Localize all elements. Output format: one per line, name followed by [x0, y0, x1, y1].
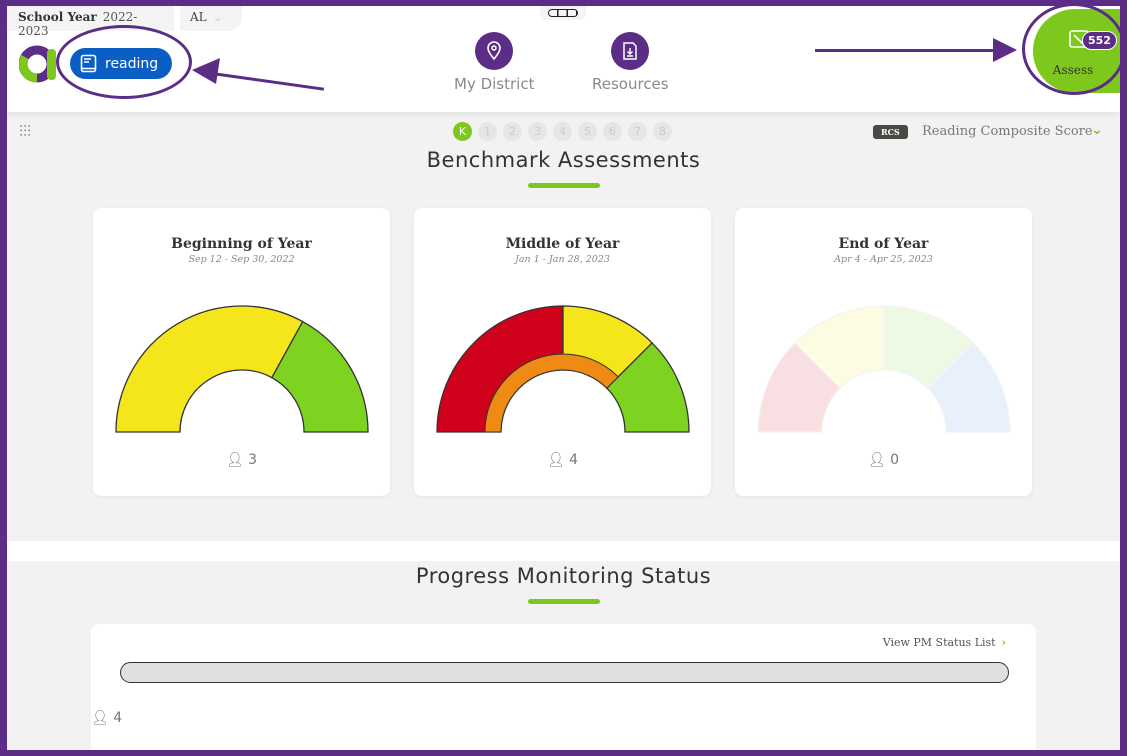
chevron-down-icon[interactable]: ⌄	[1091, 122, 1103, 138]
card-dates: Jan 1 - Jan 28, 2023	[515, 254, 610, 265]
benchmark-title: Benchmark Assessments	[426, 148, 701, 172]
school-year-value: 2022-2023	[18, 10, 138, 38]
score-selector[interactable]: Reading Composite Score	[922, 124, 1093, 139]
drag-handle[interactable]	[540, 6, 586, 20]
logo	[19, 45, 56, 83]
gauge-chart	[436, 305, 690, 433]
download-file-icon	[623, 42, 638, 60]
benchmark-card[interactable]: Beginning of Year Sep 12 - Sep 30, 2022 👤︎…	[93, 208, 390, 496]
grip-icon	[548, 9, 578, 17]
school-year-label: School Year	[18, 10, 97, 24]
student-count: 👤︎ 0	[735, 452, 1032, 468]
title-underline	[528, 183, 600, 188]
gauge-segment	[793, 305, 885, 390]
grade-1[interactable]: 1	[478, 122, 497, 141]
state-value: AL	[190, 10, 207, 24]
benchmark-card[interactable]: End of Year Apr 4 - Apr 25, 2023 👤︎ 0	[735, 208, 1032, 496]
grade-5[interactable]: 5	[578, 122, 597, 141]
nav-label: Resources	[592, 75, 669, 93]
gauge-chart	[115, 305, 369, 433]
grade-2[interactable]: 2	[503, 122, 522, 141]
count-value: 4	[569, 452, 579, 468]
grade-8[interactable]: 8	[653, 122, 672, 141]
card-title: End of Year	[838, 236, 929, 252]
map-pin-icon	[487, 41, 502, 61]
arrowhead-icon	[192, 58, 220, 84]
nav-resources[interactable]: Resources	[592, 32, 669, 93]
highlight-circle	[1022, 3, 1126, 95]
count-value: 0	[890, 452, 900, 468]
app-frame: School Year 2022-2023 AL ⌄ reading My Dist…	[7, 6, 1120, 750]
arrowhead-icon	[993, 38, 1017, 62]
grade-4[interactable]: 4	[553, 122, 572, 141]
card-dates: Sep 12 - Sep 30, 2022	[188, 254, 295, 265]
chevron-down-icon: ⌄	[212, 10, 223, 24]
filter-sliders-icon[interactable]: ⫶⫶⫶	[19, 122, 32, 141]
card-dates: Apr 4 - Apr 25, 2023	[834, 254, 933, 265]
progress-card: View PM Status List › 👤︎ 4	[91, 624, 1036, 750]
grade-3[interactable]: 3	[528, 122, 547, 141]
score-badge: RCS	[873, 125, 908, 139]
gauge-inner-segment	[484, 353, 619, 433]
count-value: 4	[113, 710, 123, 726]
benchmark-card[interactable]: Middle of Year Jan 1 - Jan 28, 2023 👤︎ 4	[414, 208, 711, 496]
gauge-segment	[883, 305, 975, 390]
student-count: 👤︎ 4	[414, 452, 711, 468]
highlight-circle	[56, 25, 192, 99]
nav-my-district[interactable]: My District	[454, 32, 534, 93]
state-selector[interactable]: AL ⌄	[180, 6, 242, 31]
person-icon: 👤︎	[867, 452, 886, 468]
chevron-right-icon: ›	[1001, 636, 1006, 649]
annotation-arrow	[815, 49, 1000, 52]
person-icon: 👤︎	[91, 710, 109, 726]
grade-7[interactable]: 7	[628, 122, 647, 141]
gauge-segment	[926, 341, 1011, 433]
count-value: 3	[248, 452, 258, 468]
card-title: Middle of Year	[505, 236, 620, 252]
gauge-segment	[605, 341, 690, 433]
grade-6[interactable]: 6	[603, 122, 622, 141]
title-underline	[528, 599, 600, 604]
gauge-chart	[757, 305, 1011, 433]
person-icon: 👤︎	[225, 452, 244, 468]
view-pm-status-link[interactable]: View PM Status List ›	[883, 636, 1006, 649]
link-label: View PM Status List	[882, 636, 996, 649]
gauge-segment	[270, 320, 369, 433]
progress-title: Progress Monitoring Status	[415, 564, 712, 588]
nav-label: My District	[454, 75, 535, 93]
student-count: 👤︎ 3	[93, 452, 390, 468]
card-title: Beginning of Year	[171, 236, 312, 252]
grade-K[interactable]: K	[453, 122, 472, 141]
student-count: 👤︎ 4	[91, 710, 1036, 726]
person-icon: 👤︎	[546, 452, 565, 468]
gauge-segment	[115, 305, 304, 433]
gauge-segment	[757, 341, 842, 433]
progress-status-bar	[120, 662, 1009, 683]
